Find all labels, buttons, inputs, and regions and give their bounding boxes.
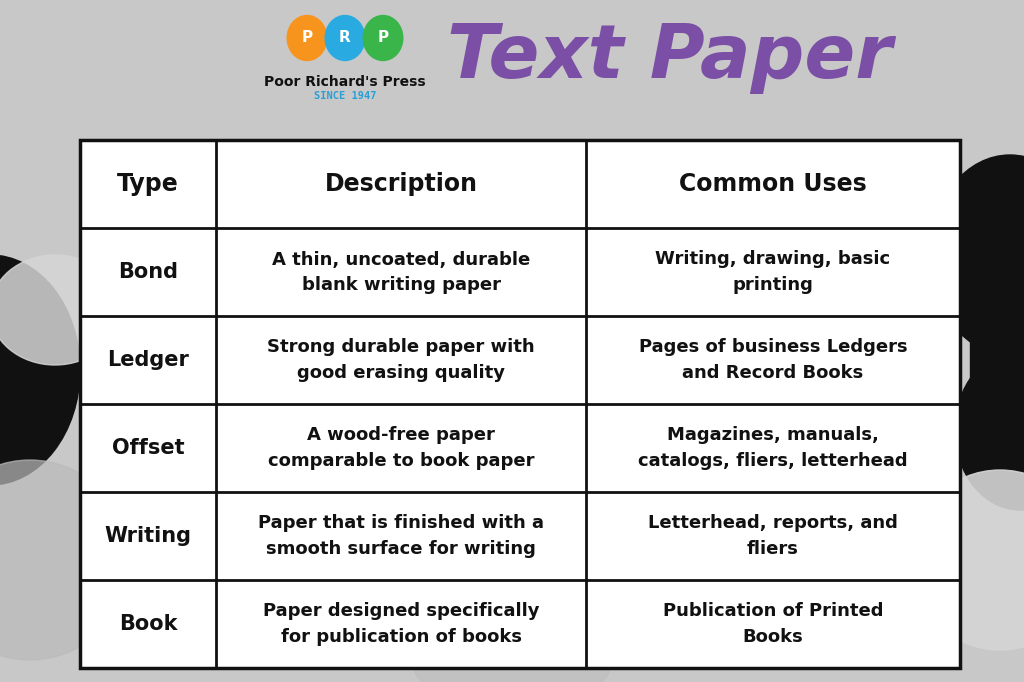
Ellipse shape [0, 255, 120, 365]
Text: Letterhead, reports, and
fliers: Letterhead, reports, and fliers [648, 514, 898, 557]
Text: Writing: Writing [104, 526, 191, 546]
Ellipse shape [0, 255, 80, 485]
Bar [80, 140, 961, 668]
Text: Description: Description [325, 172, 478, 196]
Ellipse shape [364, 16, 402, 61]
Text: Text Paper: Text Paper [447, 22, 893, 95]
Text: SINCE 1947: SINCE 1947 [313, 91, 376, 101]
Text: A thin, uncoated, durable
blank writing paper: A thin, uncoated, durable blank writing … [272, 250, 530, 293]
Text: A wood-free paper
comparable to book paper: A wood-free paper comparable to book pap… [268, 426, 535, 469]
Ellipse shape [287, 16, 327, 61]
FancyBboxPatch shape [970, 270, 1024, 450]
Text: Bond: Bond [118, 262, 178, 282]
Text: Magazines, manuals,
catalogs, fliers, letterhead: Magazines, manuals, catalogs, fliers, le… [638, 426, 908, 469]
Text: Writing, drawing, basic
printing: Writing, drawing, basic printing [655, 250, 891, 293]
Text: Offset: Offset [112, 438, 184, 458]
Ellipse shape [955, 350, 1024, 510]
Text: P: P [378, 31, 388, 46]
Text: Paper that is finished with a
smooth surface for writing: Paper that is finished with a smooth sur… [258, 514, 544, 557]
Text: Type: Type [118, 172, 179, 196]
Text: Publication of Printed
Books: Publication of Printed Books [663, 602, 884, 645]
Text: Ledger: Ledger [108, 350, 189, 370]
Ellipse shape [930, 155, 1024, 355]
Ellipse shape [326, 16, 365, 61]
Text: P: P [301, 31, 312, 46]
Text: Poor Richard's Press: Poor Richard's Press [264, 75, 426, 89]
Ellipse shape [0, 460, 130, 660]
Text: R: R [339, 31, 351, 46]
Text: Pages of business Ledgers
and Record Books: Pages of business Ledgers and Record Boo… [639, 338, 907, 381]
Text: Common Uses: Common Uses [679, 172, 867, 196]
Text: Strong durable paper with
good erasing quality: Strong durable paper with good erasing q… [267, 338, 535, 381]
Ellipse shape [910, 470, 1024, 650]
Ellipse shape [412, 610, 612, 682]
Text: Paper designed specifically
for publication of books: Paper designed specifically for publicat… [263, 602, 540, 645]
Text: Book: Book [119, 614, 177, 634]
